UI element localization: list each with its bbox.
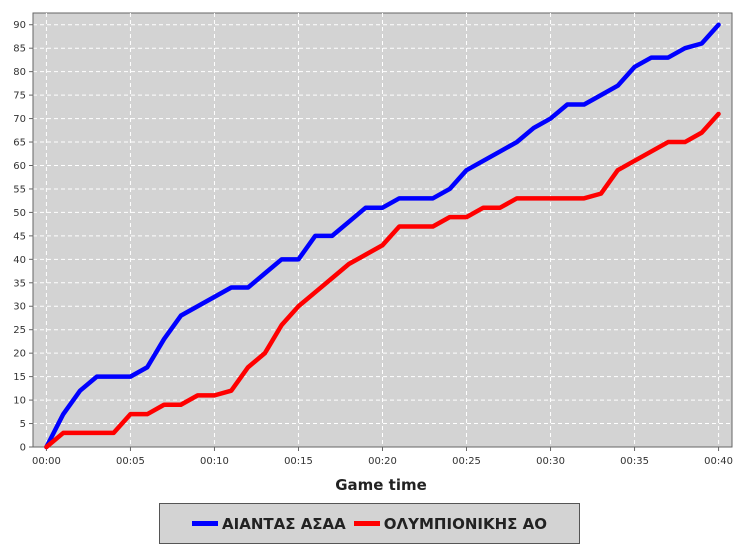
y-tick-label: 0 <box>20 443 26 454</box>
y-tick-label: 80 <box>13 67 26 78</box>
y-tick-label: 25 <box>13 325 26 336</box>
legend: ΑΙΑΝΤΑΣ ΑΣΑΑ ΟΛΥΜΠΙΟΝΙΚΗΣ ΑΟ <box>159 503 580 544</box>
y-tick-label: 5 <box>20 419 26 430</box>
legend-label-series-2: ΟΛΥΜΠΙΟΝΙΚΗΣ ΑΟ <box>383 514 547 533</box>
y-tick-label: 50 <box>13 208 26 219</box>
x-tick-label: 00:30 <box>536 456 565 467</box>
y-tick-label: 10 <box>13 396 26 407</box>
series-line-2 <box>44 111 721 450</box>
y-tick-label: 15 <box>13 372 26 383</box>
x-tick-label: 00:35 <box>620 456 649 467</box>
x-axis-title: Game time <box>335 476 427 494</box>
y-tick-label: 20 <box>13 349 26 360</box>
legend-swatch-series-2 <box>353 521 380 526</box>
series-layer <box>44 22 721 450</box>
legend-label-series-1: ΑΙΑΝΤΑΣ ΑΣΑΑ <box>222 514 346 533</box>
y-tick-label: 85 <box>13 44 26 55</box>
y-tick-label: 30 <box>13 302 26 313</box>
x-tick-label: 00:20 <box>368 456 397 467</box>
legend-item-series-2: ΟΛΥΜΠΙΟΝΙΚΗΣ ΑΟ <box>353 514 547 533</box>
y-tick-label: 60 <box>13 161 26 172</box>
line-chart: 0 5 10 15 20 25 30 35 40 45 50 55 60 65 70 75 80 85 90 00:… <box>13 12 733 494</box>
y-tick-label: 90 <box>13 20 26 31</box>
y-tick-label: 75 <box>13 91 26 102</box>
legend-item-series-1: ΑΙΑΝΤΑΣ ΑΣΑΑ <box>192 515 346 533</box>
y-tick-label: 40 <box>13 255 26 266</box>
y-axis-ticks: 0 5 10 15 20 25 30 35 40 45 50 55 60 65 70 75 80 85 90 <box>13 20 33 454</box>
x-tick-label: 00:40 <box>704 456 733 467</box>
y-tick-label: 70 <box>13 114 26 125</box>
series-line-1 <box>44 22 721 450</box>
x-tick-label: 00:25 <box>452 456 481 467</box>
y-tick-label: 45 <box>13 231 26 242</box>
x-tick-label: 00:05 <box>116 456 145 467</box>
y-tick-label: 65 <box>13 138 26 149</box>
x-tick-label: 00:10 <box>200 456 229 467</box>
x-tick-label: 00:15 <box>284 456 313 467</box>
y-tick-label: 55 <box>13 184 26 195</box>
x-axis-ticks: 00:00 00:05 00:10 00:15 00:20 00:25 00:30 00:35… <box>32 447 733 467</box>
x-tick-label: 00:00 <box>32 456 61 467</box>
y-tick-label: 35 <box>13 278 26 289</box>
legend-swatch-series-1 <box>192 521 219 526</box>
